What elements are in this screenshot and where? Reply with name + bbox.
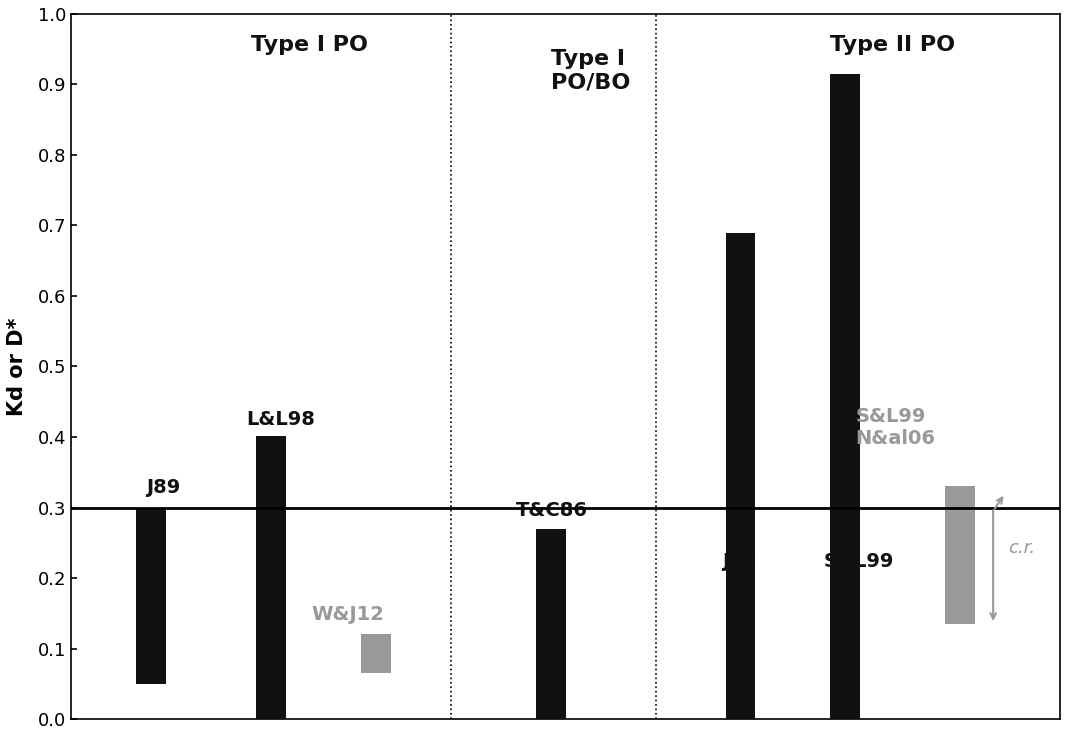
- Bar: [830, 74, 860, 719]
- Text: J89: J89: [146, 478, 180, 497]
- Text: T&C86: T&C86: [515, 501, 588, 520]
- Text: Type I PO: Type I PO: [251, 35, 368, 55]
- Bar: [945, 486, 975, 624]
- Bar: [536, 528, 566, 719]
- Text: S&L99
N&al06: S&L99 N&al06: [856, 407, 936, 447]
- Text: c.r.: c.r.: [1008, 539, 1035, 557]
- Text: J90: J90: [722, 552, 757, 571]
- Text: Type I
PO/BO: Type I PO/BO: [551, 49, 631, 92]
- Bar: [137, 508, 166, 684]
- Bar: [361, 635, 391, 673]
- Text: W&J12: W&J12: [312, 605, 384, 624]
- Bar: [726, 233, 755, 719]
- Text: L&L98: L&L98: [246, 410, 315, 428]
- Bar: [256, 436, 286, 719]
- Y-axis label: Kd or D*: Kd or D*: [7, 317, 27, 416]
- Text: Type II PO: Type II PO: [830, 35, 955, 55]
- Text: S&L99: S&L99: [824, 552, 894, 571]
